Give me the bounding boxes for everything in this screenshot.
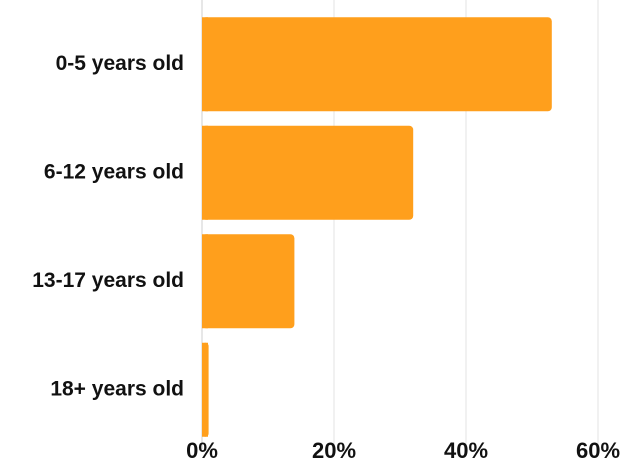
x-tick-label: 60%	[576, 438, 620, 463]
bar-base	[202, 17, 208, 112]
x-tick-label: 40%	[444, 438, 488, 463]
bar-base	[202, 234, 208, 329]
category-label: 0-5 years old	[56, 52, 184, 75]
category-label: 18+ years old	[50, 377, 184, 400]
category-label: 13-17 years old	[32, 269, 184, 292]
bar	[202, 125, 414, 220]
bar	[202, 17, 552, 112]
x-axis-tick-labels: 0% 20% 40% 60%	[186, 438, 620, 463]
category-labels: 0-5 years old 6-12 years old 13-17 years o…	[32, 52, 184, 401]
bar-base	[202, 125, 208, 220]
category-label: 6-12 years old	[44, 160, 184, 183]
x-tick-label: 0%	[186, 438, 218, 463]
bar	[202, 234, 295, 329]
bars-layer	[202, 17, 552, 437]
bar-base	[202, 342, 208, 437]
x-tick-label: 20%	[312, 438, 356, 463]
